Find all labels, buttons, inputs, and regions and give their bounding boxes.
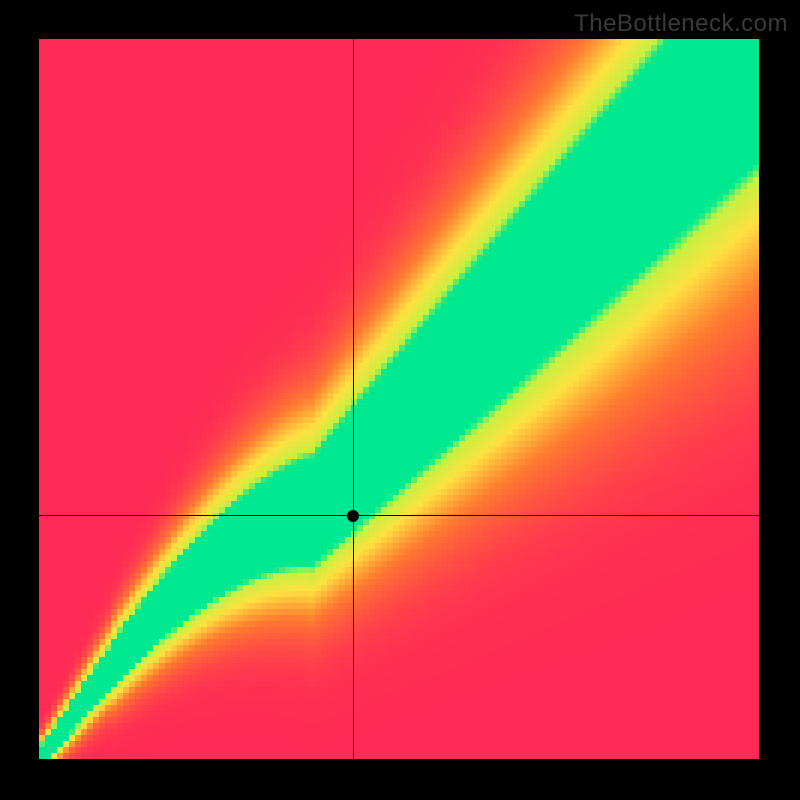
heatmap-canvas [39,39,761,761]
watermark-text: TheBottleneck.com [574,10,788,38]
crosshair-marker [347,510,359,522]
heatmap-chart: TheBottleneck.com [0,0,800,800]
crosshair-horizontal [39,515,761,516]
crosshair-vertical [353,39,354,761]
